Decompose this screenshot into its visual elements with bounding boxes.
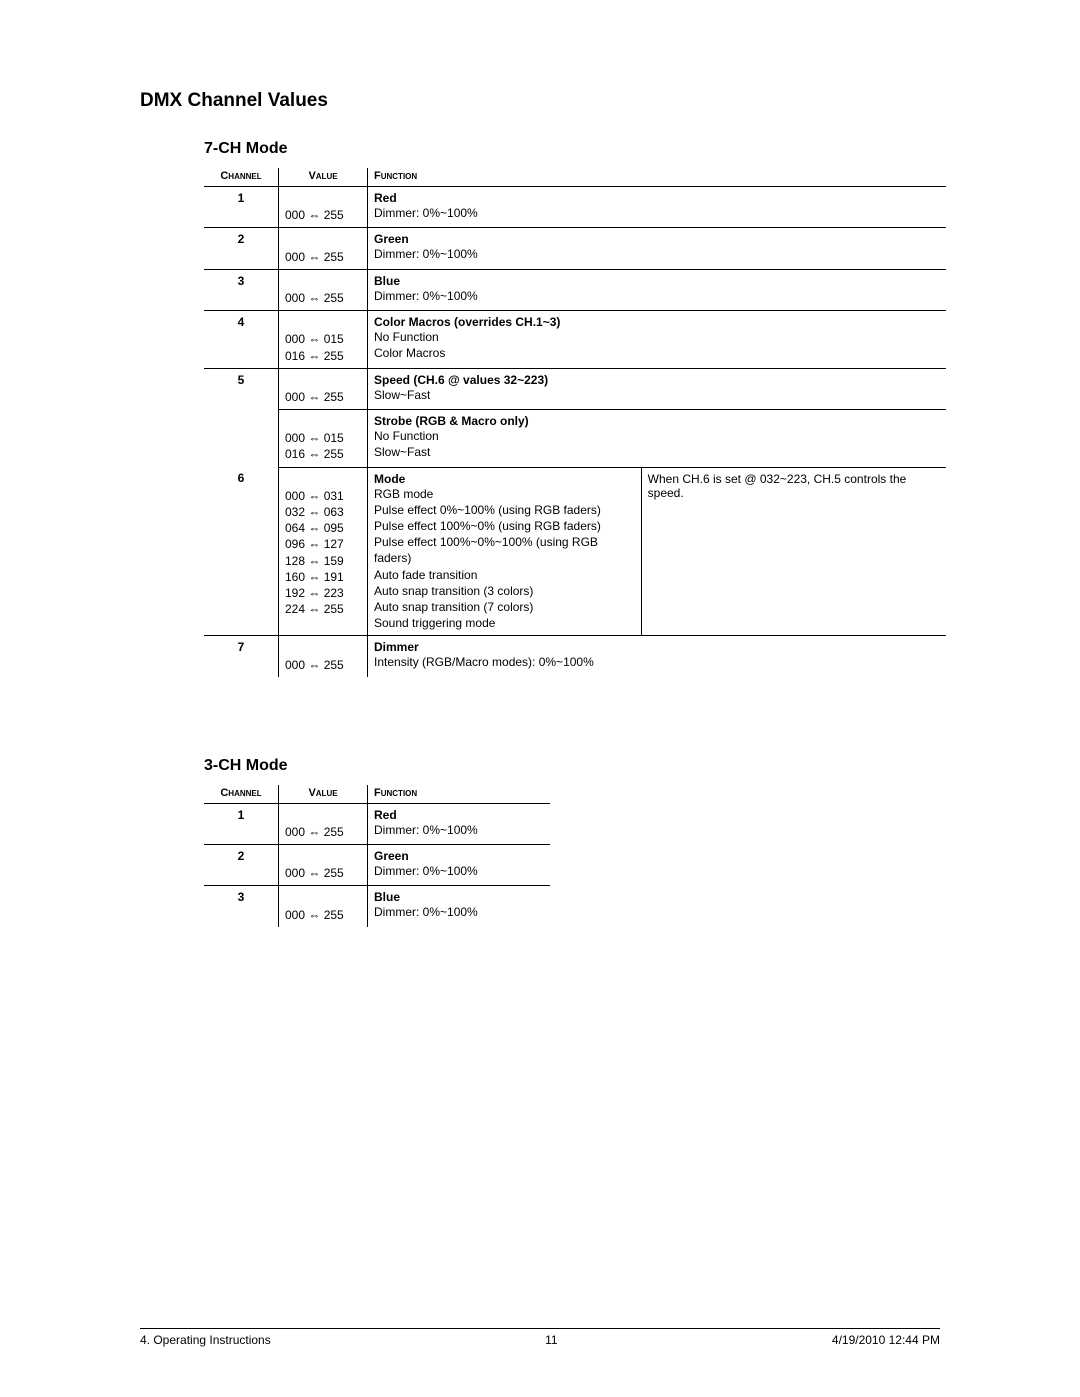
table-row: 3 000 ⇔ 255BlueDimmer: 0%~100% bbox=[204, 269, 946, 310]
channel-cell: 1 bbox=[204, 187, 279, 228]
table-row: 5 000 ⇔ 255Speed (CH.6 @ values 32~223)S… bbox=[204, 368, 946, 409]
table-row: 2 000 ⇔ 255GreenDimmer: 0%~100% bbox=[204, 228, 946, 269]
function-cell: Strobe (RGB & Macro only)No FunctionSlow… bbox=[368, 410, 947, 468]
page-title: DMX Channel Values bbox=[140, 90, 940, 112]
table-row: 1 000 ⇔ 255RedDimmer: 0%~100% bbox=[204, 803, 550, 844]
table-row: 7 000 ⇔ 255DimmerIntensity (RGB/Macro mo… bbox=[204, 636, 946, 677]
value-cell: 000 ⇔ 255 bbox=[279, 803, 368, 844]
channel-cell: 3 bbox=[204, 886, 279, 927]
table-row: 4 000 ⇔ 015016 ⇔ 255Color Macros (overri… bbox=[204, 311, 946, 369]
value-cell: 000 ⇔ 015016 ⇔ 255 bbox=[279, 311, 368, 369]
value-cell: 000 ⇔ 255 bbox=[279, 845, 368, 886]
function-cell: BlueDimmer: 0%~100% bbox=[368, 886, 551, 927]
mode7-title: 7-CH Mode bbox=[204, 140, 940, 158]
mode7-table: Channel Value Function 1 000 ⇔ 255RedDim… bbox=[204, 168, 946, 677]
value-cell: 000 ⇔ 255 bbox=[279, 228, 368, 269]
note-cell: When CH.6 is set @ 032~223, CH.5 control… bbox=[641, 467, 946, 636]
header-channel: Channel bbox=[204, 168, 279, 187]
function-cell: GreenDimmer: 0%~100% bbox=[368, 228, 947, 269]
value-cell: 000 ⇔ 015016 ⇔ 255 bbox=[279, 410, 368, 468]
channel-cell: 1 bbox=[204, 803, 279, 844]
value-cell: 000 ⇔ 255 bbox=[279, 368, 368, 409]
function-cell: Color Macros (overrides CH.1~3)No Functi… bbox=[368, 311, 947, 369]
mode3-title: 3-CH Mode bbox=[204, 757, 940, 775]
function-cell: GreenDimmer: 0%~100% bbox=[368, 845, 551, 886]
value-cell: 000 ⇔ 255 bbox=[279, 269, 368, 310]
value-cell: 000 ⇔ 031032 ⇔ 063064 ⇔ 095096 ⇔ 127128 … bbox=[279, 467, 368, 636]
table-row: 6 000 ⇔ 031032 ⇔ 063064 ⇔ 095096 ⇔ 12712… bbox=[204, 467, 946, 636]
function-cell: DimmerIntensity (RGB/Macro modes): 0%~10… bbox=[368, 636, 947, 677]
header-function: Function bbox=[368, 168, 947, 187]
header-function: Function bbox=[368, 785, 551, 804]
header-channel: Channel bbox=[204, 785, 279, 804]
page-footer: 4. Operating Instructions 11 4/19/2010 1… bbox=[140, 1328, 940, 1347]
function-cell: BlueDimmer: 0%~100% bbox=[368, 269, 947, 310]
channel-cell: 5 bbox=[204, 368, 279, 467]
header-value: Value bbox=[279, 168, 368, 187]
channel-cell: 2 bbox=[204, 228, 279, 269]
header-row: Channel Value Function bbox=[204, 785, 550, 804]
footer-right: 4/19/2010 12:44 PM bbox=[832, 1333, 940, 1347]
table-row: 000 ⇔ 015016 ⇔ 255Strobe (RGB & Macro on… bbox=[204, 410, 946, 468]
spacer bbox=[140, 677, 940, 757]
footer-left: 4. Operating Instructions bbox=[140, 1333, 271, 1347]
channel-cell: 3 bbox=[204, 269, 279, 310]
function-cell: RedDimmer: 0%~100% bbox=[368, 187, 947, 228]
header-value: Value bbox=[279, 785, 368, 804]
function-cell: RedDimmer: 0%~100% bbox=[368, 803, 551, 844]
value-cell: 000 ⇔ 255 bbox=[279, 886, 368, 927]
channel-cell: 7 bbox=[204, 636, 279, 677]
table-row: 3 000 ⇔ 255BlueDimmer: 0%~100% bbox=[204, 886, 550, 927]
mode3-table: Channel Value Function 1 000 ⇔ 255RedDim… bbox=[204, 785, 550, 927]
header-row: Channel Value Function bbox=[204, 168, 946, 187]
table-row: 1 000 ⇔ 255RedDimmer: 0%~100% bbox=[204, 187, 946, 228]
channel-cell: 2 bbox=[204, 845, 279, 886]
channel-cell: 6 bbox=[204, 467, 279, 636]
footer-center: 11 bbox=[545, 1333, 557, 1347]
function-cell: ModeRGB modePulse effect 0%~100% (using … bbox=[368, 467, 642, 636]
value-cell: 000 ⇔ 255 bbox=[279, 636, 368, 677]
page: DMX Channel Values 7-CH Mode Channel Val… bbox=[0, 0, 1080, 1397]
value-cell: 000 ⇔ 255 bbox=[279, 187, 368, 228]
channel-cell: 4 bbox=[204, 311, 279, 369]
function-cell: Speed (CH.6 @ values 32~223)Slow~Fast bbox=[368, 368, 947, 409]
table-row: 2 000 ⇔ 255GreenDimmer: 0%~100% bbox=[204, 845, 550, 886]
